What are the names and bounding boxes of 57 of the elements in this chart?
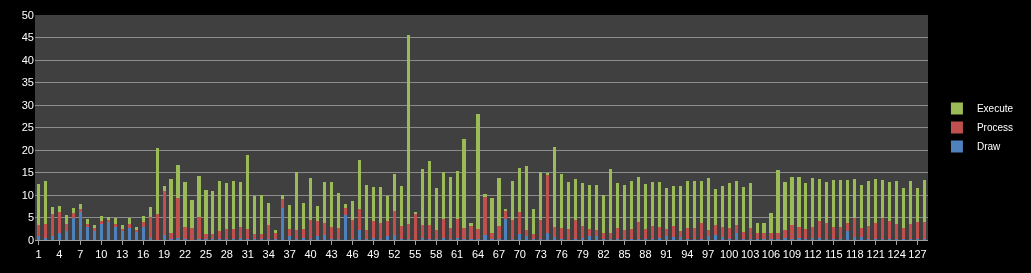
legend-label: Execute bbox=[976, 103, 1014, 115]
x-tick-label: 19 bbox=[157, 248, 171, 261]
x-tick-label: 31 bbox=[241, 248, 254, 261]
y-tick-label: 0 bbox=[27, 233, 34, 246]
x-tick-label: 106 bbox=[761, 248, 781, 261]
x-tick-label: 46 bbox=[346, 248, 359, 261]
x-tick-label: 88 bbox=[639, 248, 652, 261]
y-tick-label: 25 bbox=[21, 121, 34, 134]
x-tick-label: 76 bbox=[555, 248, 568, 261]
y-tick-label: 30 bbox=[21, 98, 34, 111]
x-tick-label: 118 bbox=[845, 248, 864, 261]
x-tick-label: 112 bbox=[804, 248, 822, 261]
x-tick-label: 82 bbox=[597, 248, 610, 261]
x-tick-label: 49 bbox=[367, 248, 380, 261]
x-tick-label: 70 bbox=[513, 248, 526, 261]
y-tick-label: 20 bbox=[21, 143, 34, 156]
y-tick-label: 15 bbox=[21, 166, 34, 179]
x-tick-label: 37 bbox=[283, 248, 296, 261]
x-tick-label: 127 bbox=[908, 248, 927, 261]
x-tick-label: 94 bbox=[681, 248, 694, 261]
x-tick-label: 7 bbox=[77, 248, 84, 261]
legend-label: Draw bbox=[976, 141, 1002, 153]
x-tick-label: 109 bbox=[782, 248, 802, 261]
x-tick-label: 79 bbox=[576, 248, 589, 261]
x-tick-label: 103 bbox=[740, 248, 760, 261]
x-tick-label: 67 bbox=[492, 248, 506, 261]
x-tick-label: 1 bbox=[35, 248, 42, 261]
x-tick-label: 115 bbox=[825, 248, 843, 261]
x-tick-label: 97 bbox=[702, 248, 715, 261]
x-tick-label: 10 bbox=[95, 248, 108, 261]
y-tick-label: 35 bbox=[21, 76, 34, 89]
x-tick-label: 55 bbox=[409, 248, 422, 261]
x-tick-label: 58 bbox=[430, 248, 443, 261]
x-tick-label: 91 bbox=[660, 248, 673, 261]
x-tick-label: 25 bbox=[199, 248, 213, 261]
x-tick-label: 100 bbox=[719, 248, 739, 261]
x-tick-label: 40 bbox=[304, 248, 317, 261]
x-tick-label: 64 bbox=[471, 248, 485, 261]
x-tick-label: 61 bbox=[450, 248, 464, 261]
x-tick-label: 4 bbox=[56, 248, 63, 261]
x-tick-label: 28 bbox=[220, 248, 233, 261]
y-tick-label: 40 bbox=[21, 53, 34, 66]
x-tick-label: 73 bbox=[534, 248, 547, 261]
x-tick-label: 13 bbox=[116, 248, 129, 261]
y-tick-label: 10 bbox=[21, 188, 34, 201]
x-tick-label: 34 bbox=[262, 248, 275, 261]
x-tick-label: 52 bbox=[388, 248, 401, 261]
y-tick-label: 50 bbox=[21, 8, 34, 21]
x-tick-label: 85 bbox=[618, 248, 631, 261]
legend-label: Process bbox=[976, 122, 1014, 134]
x-tick-label: 22 bbox=[178, 248, 192, 261]
y-tick-label: 45 bbox=[21, 31, 34, 44]
x-tick-label: 43 bbox=[325, 248, 338, 261]
x-tick-label: 16 bbox=[137, 248, 150, 261]
x-tick-label: 121 bbox=[866, 248, 885, 261]
y-tick-label: 5 bbox=[27, 211, 34, 224]
x-tick-label: 124 bbox=[887, 248, 906, 261]
